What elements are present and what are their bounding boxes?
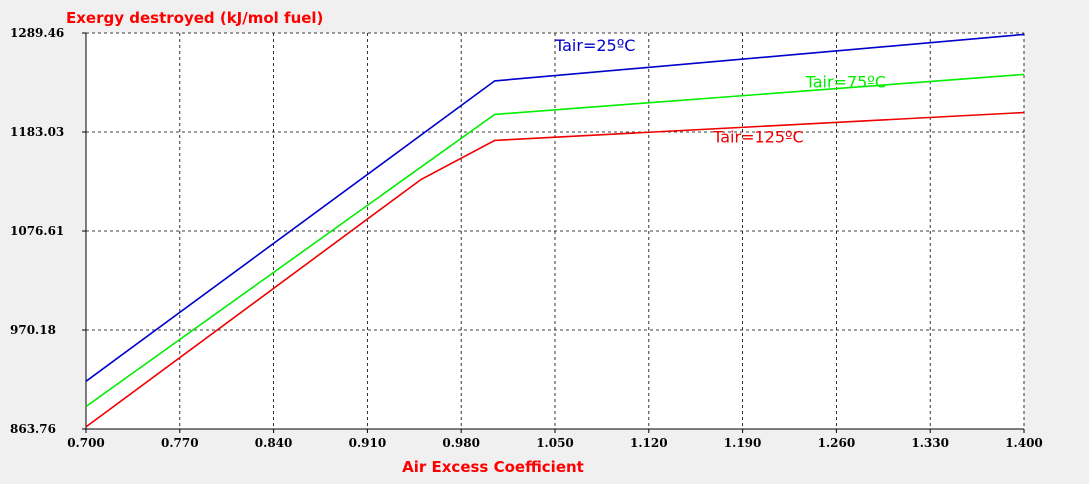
ticks: 0.700 0.770 0.840 0.910 0.980 1.050 1.120 1.190… xyxy=(10,26,1043,450)
x-tick-label: 1.050 xyxy=(536,436,574,450)
x-tick-label: 1.330 xyxy=(911,436,949,450)
y-tick-label: 1183.03 xyxy=(10,125,64,139)
series: Tair=25ºC Tair=75ºC Tair=125ºC xyxy=(85,33,1025,428)
x-tick-label: 1.190 xyxy=(724,436,762,450)
x-tick-label: 1.120 xyxy=(630,436,668,450)
x-tick-label: 0.770 xyxy=(161,436,199,450)
x-tick-label: 1.400 xyxy=(1005,436,1043,450)
x-axis-title: Air Excess Coefficient xyxy=(402,458,584,476)
x-tick-label: 0.980 xyxy=(442,436,480,450)
series-line-3 xyxy=(85,111,1025,428)
y-axis-title: Exergy destroyed (kJ/mol fuel) xyxy=(66,9,323,27)
x-tick-label: 1.260 xyxy=(818,436,856,450)
y-tick-label: 970.18 xyxy=(10,323,56,337)
x-tick-label: 0.910 xyxy=(349,436,387,450)
series-label-2: Tair=75ºC xyxy=(805,72,886,91)
series-line-1 xyxy=(85,33,1025,382)
series-line-2 xyxy=(85,73,1025,408)
y-tick-label: 1076.61 xyxy=(10,224,64,238)
y-tick-label: 1289.46 xyxy=(10,26,64,40)
y-tick-label: 863.76 xyxy=(10,422,56,436)
x-tick-label: 0.700 xyxy=(67,436,105,450)
series-label-1: Tair=25ºC xyxy=(554,36,635,55)
series-label-3: Tair=125ºC xyxy=(712,127,804,146)
grid xyxy=(86,32,1025,429)
x-tick-label: 0.840 xyxy=(255,436,293,450)
